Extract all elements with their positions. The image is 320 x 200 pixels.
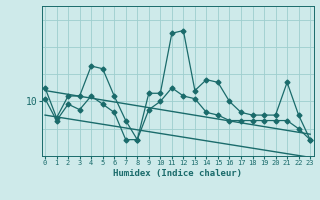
X-axis label: Humidex (Indice chaleur): Humidex (Indice chaleur): [113, 169, 242, 178]
